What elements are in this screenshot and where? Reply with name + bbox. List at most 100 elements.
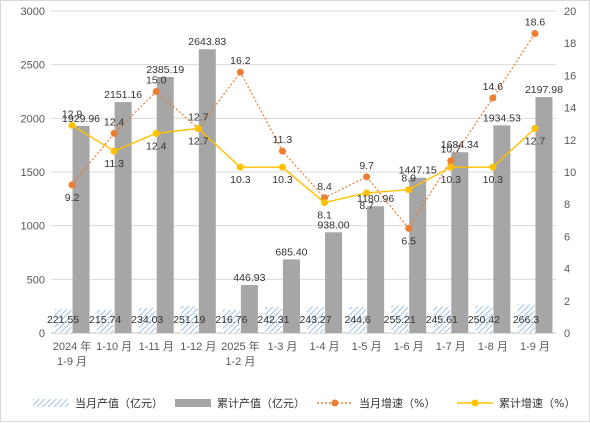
cumulative-growth-marker	[531, 125, 539, 133]
monthly-growth-marker	[68, 181, 76, 189]
y-left-tick-label: 0	[39, 328, 45, 340]
cumulative-output-label: 1929.96	[62, 113, 100, 125]
x-tick-label: 1-2 月	[225, 356, 255, 368]
cumulative-growth-marker	[321, 199, 329, 207]
cumulative-growth-marker	[447, 163, 455, 171]
x-tick-label: 1-3 月	[267, 341, 297, 353]
monthly-growth-label: 12.4	[104, 116, 125, 128]
monthly-output-bar	[475, 306, 493, 333]
monthly-output-label: 255.21	[384, 314, 416, 326]
x-tick-label: 1-8 月	[478, 341, 508, 353]
cumulative-growth-marker	[405, 186, 413, 194]
y-right-tick-label: 4	[564, 264, 570, 276]
monthly-growth-line	[71, 33, 536, 230]
x-tick-label: 1-10 月	[96, 341, 132, 353]
y-left-tick-label: 2500	[21, 60, 45, 72]
monthly-growth-marker	[110, 129, 118, 137]
monthly-growth-marker	[489, 94, 497, 102]
cumulative-growth-marker	[363, 189, 371, 197]
legend-label: 累计产值（亿元）	[217, 396, 305, 410]
cumulative-growth-label: 12.9	[62, 108, 83, 120]
cumulative-growth-label: 8.1	[317, 210, 332, 222]
monthly-growth-label: 12.7	[188, 112, 209, 124]
y-right-tick-label: 20	[564, 6, 576, 18]
monthly-output-label: 244.6	[344, 314, 370, 326]
monthly-growth-marker	[531, 30, 539, 38]
monthly-output-bar	[138, 307, 156, 333]
monthly-growth-label: 15.0	[146, 75, 167, 87]
cumulative-output-bar	[325, 232, 343, 333]
cumulative-output-label: 446.93	[233, 272, 265, 284]
cumulative-growth-label: 10.3	[483, 174, 504, 186]
monthly-output-bar	[180, 306, 198, 333]
cumulative-output-label: 2151.16	[104, 89, 142, 101]
monthly-growth-label: 9.2	[65, 192, 80, 204]
cumulative-output-bar	[535, 97, 553, 333]
monthly-growth-marker	[363, 173, 371, 181]
cumulative-output-bar	[240, 285, 258, 333]
monthly-growth-marker	[405, 224, 413, 232]
monthly-output-label: 266.3	[513, 314, 539, 326]
legend-label: 当月增速（%）	[359, 396, 435, 410]
monthly-output-bar	[349, 306, 367, 333]
cumulative-output-label: 685.40	[275, 246, 307, 258]
cumulative-growth-label: 12.7	[188, 136, 209, 148]
monthly-growth-marker	[278, 147, 286, 155]
monthly-growth-label: 6.5	[401, 235, 416, 247]
monthly-growth-label: 9.7	[359, 160, 374, 172]
monthly-growth-marker	[321, 194, 329, 202]
monthly-output-bar	[433, 306, 451, 333]
cumulative-output-bar	[282, 259, 300, 333]
legend-swatch-cumulative-output	[175, 399, 211, 407]
cumulative-growth-marker	[236, 163, 244, 171]
cumulative-growth-line	[71, 124, 536, 204]
y-left-tick-label: 2000	[21, 113, 45, 125]
legend-marker	[471, 399, 479, 407]
x-tick-label: 1-5 月	[352, 341, 382, 353]
legend-label: 累计增速（%）	[499, 396, 575, 410]
cumulative-growth-marker	[278, 163, 286, 171]
cumulative-output-label: 1684.34	[441, 139, 479, 151]
y-right-tick-label: 6	[564, 231, 570, 243]
monthly-output-bar	[517, 304, 535, 333]
x-tick-label: 1-9 月	[520, 341, 550, 353]
y-right-tick-label: 16	[564, 70, 576, 82]
y-right-tick-label: 2	[564, 296, 570, 308]
cumulative-growth-label: 10.3	[441, 174, 462, 186]
monthly-output-bar	[54, 309, 72, 333]
monthly-output-label: 245.61	[426, 314, 458, 326]
y-right-tick-label: 12	[564, 135, 576, 147]
monthly-growth-label: 18.6	[525, 17, 546, 29]
monthly-output-label: 251.19	[173, 314, 205, 326]
x-tick-label: 1-6 月	[394, 341, 424, 353]
legend-label: 当月产值（亿元）	[75, 396, 163, 410]
cumulative-growth-marker	[194, 125, 202, 133]
cumulative-growth-label: 8.9	[401, 173, 416, 185]
cumulative-output-label: 2197.98	[525, 84, 563, 96]
cumulative-output-bar	[367, 206, 385, 333]
cumulative-growth-label: 8.7	[359, 200, 374, 212]
x-tick-label: 2025 年	[221, 339, 260, 353]
cumulative-growth-marker	[68, 121, 76, 129]
cumulative-output-label: 1447.15	[399, 165, 437, 177]
y-right-tick-label: 10	[564, 167, 576, 179]
cumulative-growth-marker	[110, 147, 118, 155]
monthly-output-bar	[264, 306, 282, 333]
cumulative-growth-label: 11.3	[104, 158, 124, 170]
y-right-tick-label: 0	[564, 328, 570, 340]
monthly-output-bar	[96, 309, 114, 333]
cumulative-output-label: 2643.83	[188, 36, 226, 48]
cumulative-output-label: 938.00	[317, 219, 349, 231]
cumulative-output-bar	[409, 177, 427, 333]
x-tick-label: 1-4 月	[310, 341, 340, 353]
x-tick-label: 1-11 月	[139, 341, 174, 353]
y-left-tick-label: 3000	[21, 6, 45, 18]
monthly-output-label: 215.74	[89, 314, 121, 326]
monthly-output-bar	[307, 306, 325, 333]
monthly-growth-label: 11.3	[273, 134, 293, 146]
cumulative-growth-marker	[152, 129, 160, 137]
cumulative-output-label: 2385.19	[146, 64, 184, 76]
x-tick-label: 1-7 月	[436, 341, 466, 353]
